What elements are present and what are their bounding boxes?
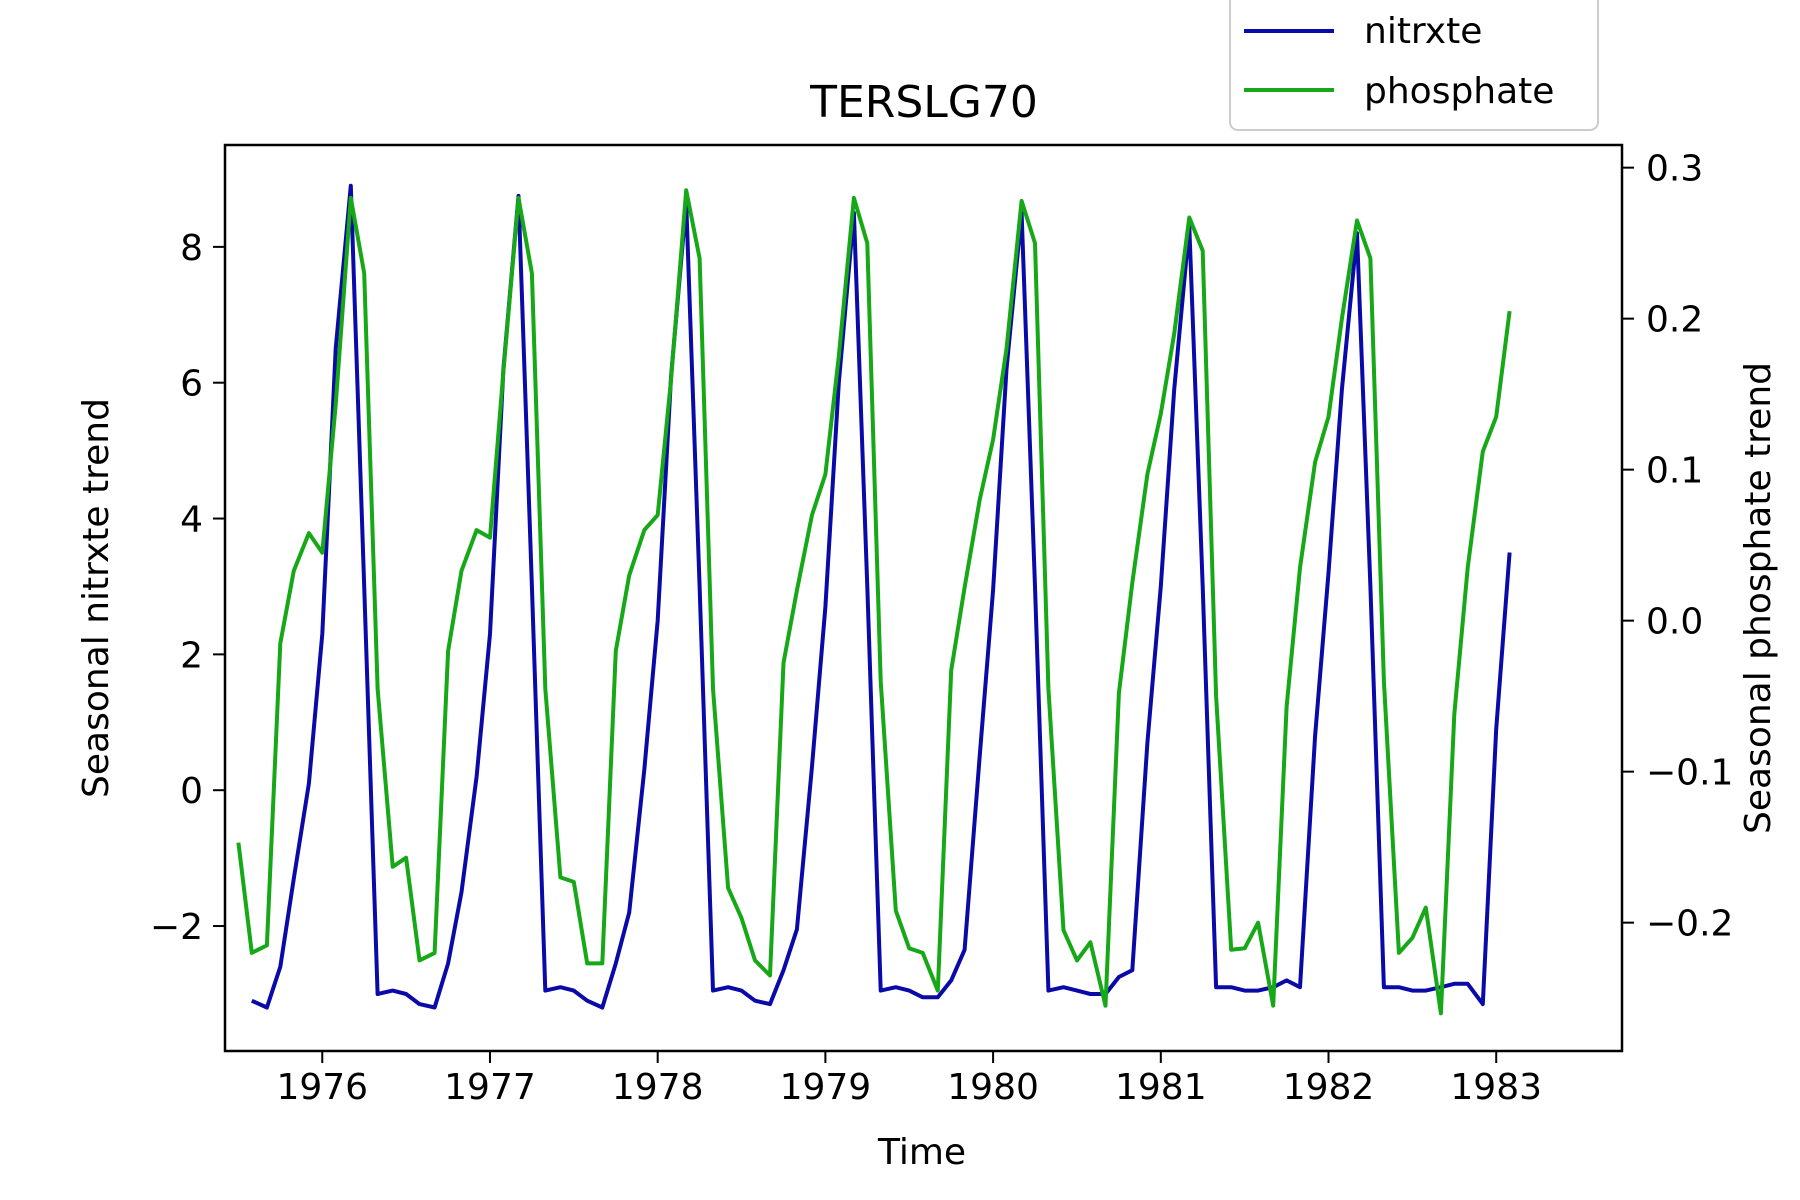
y-axis-right: −0.2 −0.1 0.0 0.1 0.2 0.3 (1622, 149, 1733, 945)
y-left-tick-label: 2 (180, 635, 203, 676)
y-right-tick-label: 0.2 (1646, 300, 1703, 341)
x-tick-label: 1977 (444, 1067, 536, 1108)
y-axis-left: −2 0 2 4 6 8 (150, 228, 225, 948)
x-tick-label: 1976 (276, 1067, 368, 1108)
series-line-phosphate (236, 188, 1512, 1016)
y-right-tick-label: −0.1 (1646, 753, 1733, 794)
x-axis: 1976 1977 1978 1979 1980 1981 1982 1983 (276, 1051, 1542, 1108)
x-tick-label: 1980 (947, 1067, 1039, 1108)
legend-label-phosphate: phosphate (1364, 71, 1554, 112)
x-axis-title: Time (877, 1132, 966, 1173)
x-tick-label: 1981 (1115, 1067, 1207, 1108)
y-right-tick-label: −0.2 (1646, 904, 1733, 945)
x-tick-label: 1978 (612, 1067, 704, 1108)
series-line-nitrxte (250, 183, 1512, 1010)
y-left-tick-label: 0 (180, 771, 203, 812)
x-tick-label: 1983 (1450, 1067, 1542, 1108)
legend-label-nitrxte: nitrxte (1364, 11, 1482, 52)
y-left-tick-label: 4 (180, 500, 203, 541)
x-tick-label: 1979 (780, 1067, 872, 1108)
y-left-tick-label: 8 (180, 228, 203, 269)
chart-title: TERSLG70 (809, 77, 1038, 128)
series-layer (236, 183, 1512, 1016)
y-axis-right-title: Seasonal phosphate trend (1738, 362, 1779, 834)
y-axis-left-title: Seasonal nitrxte trend (76, 398, 117, 798)
legend: nitrxte phosphate (1229, 0, 1599, 131)
y-right-tick-label: 0.0 (1646, 602, 1703, 643)
y-right-tick-label: 0.3 (1646, 149, 1703, 190)
y-right-tick-label: 0.1 (1646, 451, 1703, 492)
y-left-tick-label: 6 (180, 364, 203, 405)
plot-frame (223, 143, 1624, 1053)
y-left-tick-label: −2 (150, 907, 203, 948)
x-tick-label: 1982 (1283, 1067, 1375, 1108)
